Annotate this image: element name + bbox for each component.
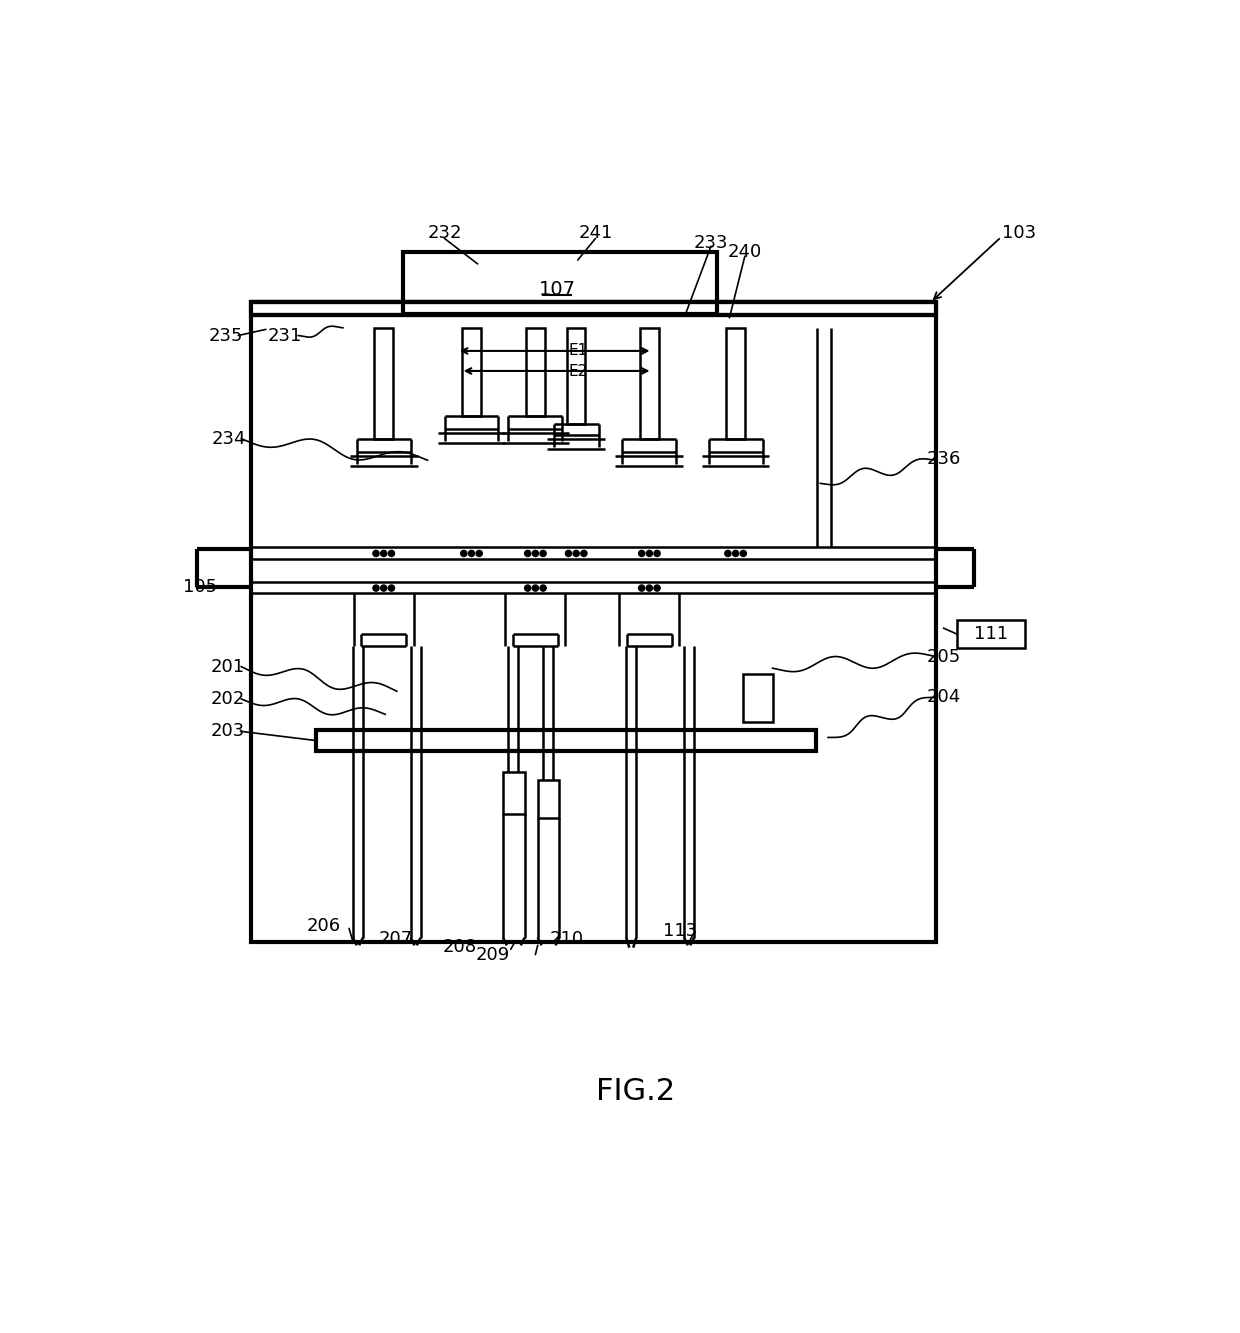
Circle shape [733,551,739,556]
Text: 236: 236 [926,449,961,468]
Circle shape [469,551,475,556]
Circle shape [381,551,387,556]
Bar [727,328,745,440]
Bar [743,674,773,722]
Text: 210: 210 [549,930,583,948]
Circle shape [725,551,732,556]
Circle shape [532,551,538,556]
Bar [250,303,936,941]
Text: 201: 201 [211,657,244,676]
Circle shape [646,585,652,591]
Circle shape [532,585,538,591]
Circle shape [573,551,579,556]
Bar [250,303,936,315]
Circle shape [639,585,645,591]
Circle shape [580,551,587,556]
Circle shape [639,551,645,556]
Bar [463,328,481,416]
Text: 205: 205 [926,648,961,665]
Circle shape [539,551,546,556]
Bar [538,780,559,818]
Text: 207: 207 [378,930,413,948]
Circle shape [525,551,531,556]
Circle shape [388,585,394,591]
Text: E2: E2 [569,364,588,379]
Text: 103: 103 [1002,224,1037,243]
Bar [316,729,816,752]
Circle shape [461,551,467,556]
Bar [640,328,658,440]
Text: 233: 233 [693,235,728,252]
Circle shape [646,551,652,556]
Text: 231: 231 [268,327,303,344]
Text: FIG.2: FIG.2 [596,1077,675,1106]
Circle shape [740,551,746,556]
Bar [503,772,525,814]
Text: E1: E1 [569,344,588,359]
Circle shape [373,551,379,556]
Circle shape [653,551,660,556]
Bar [567,328,585,424]
Text: 107: 107 [538,280,575,299]
Circle shape [565,551,572,556]
Text: 234: 234 [212,429,247,448]
Text: 241: 241 [578,224,613,243]
Bar [374,328,393,440]
Bar [403,252,717,315]
Text: 111: 111 [975,625,1008,644]
Circle shape [476,551,482,556]
Text: 206: 206 [306,917,341,936]
Text: 113: 113 [663,922,697,941]
Text: 203: 203 [211,722,244,740]
Text: 105: 105 [184,579,217,596]
Circle shape [653,585,660,591]
Text: 209: 209 [476,945,510,964]
Bar [957,620,1025,648]
Bar [526,328,544,416]
Text: 232: 232 [428,224,461,243]
Text: 202: 202 [211,690,244,708]
Circle shape [381,585,387,591]
Circle shape [525,585,531,591]
Circle shape [373,585,379,591]
Circle shape [539,585,546,591]
Text: 208: 208 [443,938,477,956]
Text: 204: 204 [926,688,961,706]
Text: 235: 235 [208,327,243,344]
Text: 240: 240 [728,244,761,261]
Circle shape [388,551,394,556]
